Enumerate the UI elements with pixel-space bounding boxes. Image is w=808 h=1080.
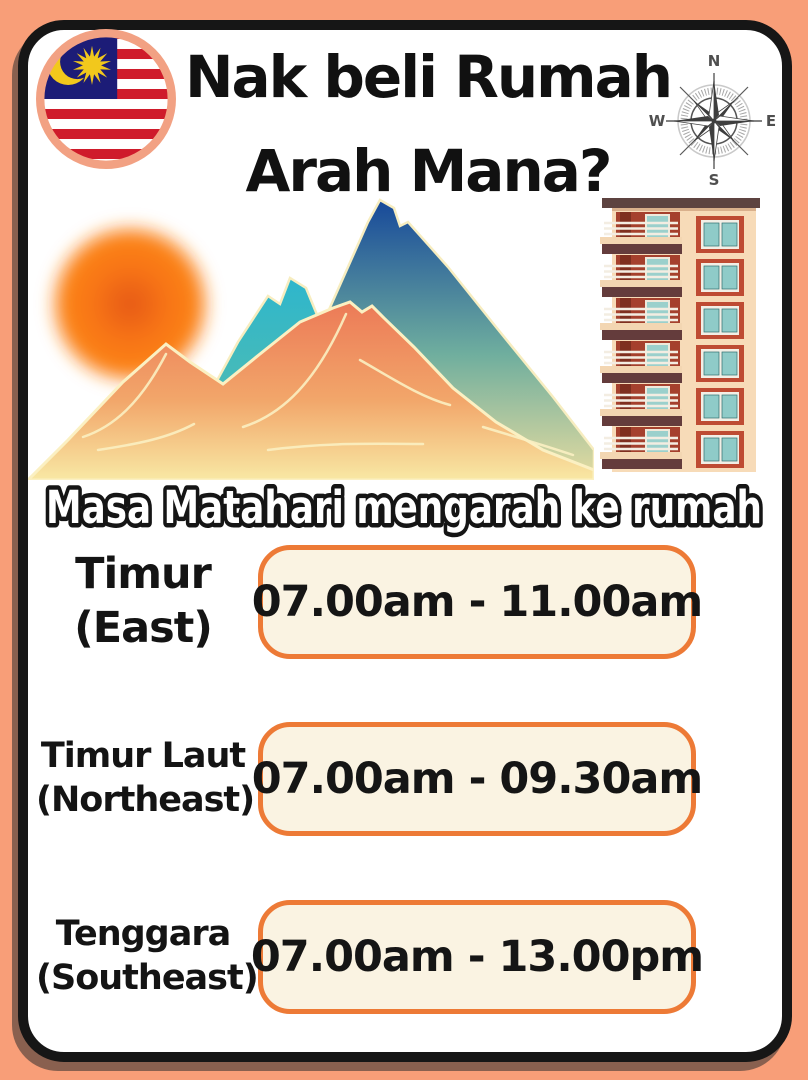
- flag-star: [72, 45, 112, 85]
- direction-row-east: Timur (East) 07.00am - 11.00am: [36, 545, 703, 659]
- subtitle-banner: Masa Matahari mengarah ke rumah: [42, 477, 767, 539]
- compass-label-west: W: [649, 112, 666, 130]
- page-title-line-2: Arah Mana?: [245, 137, 612, 205]
- direction-row-southeast: Tenggara (Southeast) 07.00am - 13.00pm: [36, 900, 704, 1014]
- mountain-ridge-lines: [81, 312, 575, 457]
- page-title: Nak beli Rumah Arah Mana?: [182, 30, 674, 218]
- flag-stripes: [43, 36, 169, 162]
- compass-label-south: S: [709, 171, 720, 189]
- direction-label: Tenggara (Southeast): [36, 913, 259, 1001]
- direction-label-en: (Northeast): [36, 780, 255, 820]
- direction-label-en: (Southeast): [36, 958, 259, 998]
- compass-rose-icon: N S W E: [649, 52, 776, 189]
- sun-shape: [46, 220, 214, 388]
- compass-label-north: N: [708, 52, 721, 70]
- malaysia-flag-icon: [36, 29, 176, 169]
- compass-label-east: E: [766, 112, 776, 130]
- direction-label-my: Tenggara: [55, 914, 232, 955]
- page-title-line-1: Nak beli Rumah: [184, 43, 673, 111]
- subtitle-text: Masa Matahari mengarah ke rumah: [46, 481, 762, 534]
- direction-label: Timur Laut (Northeast): [36, 735, 255, 823]
- time-range-text: 07.00am - 11.00am: [251, 577, 703, 627]
- apartment-building-illustration: [598, 198, 760, 472]
- direction-label-my: Timur Laut: [40, 736, 246, 777]
- time-range-box: 07.00am - 09.30am: [252, 722, 703, 836]
- direction-label-en: (East): [74, 603, 213, 653]
- mountain-sunrise-illustration: [28, 198, 594, 480]
- direction-row-northeast: Timur Laut (Northeast) 07.00am - 09.30am: [36, 722, 703, 836]
- direction-label-my: Timur: [75, 549, 212, 600]
- time-range-text: 07.00am - 09.30am: [251, 754, 703, 804]
- time-range-box: 07.00am - 13.00pm: [251, 900, 704, 1014]
- direction-label: Timur (East): [36, 548, 250, 656]
- time-range-box: 07.00am - 11.00am: [252, 545, 703, 659]
- building-roof: [602, 198, 760, 208]
- time-range-text: 07.00am - 13.00pm: [250, 932, 704, 982]
- card: [18, 20, 792, 1062]
